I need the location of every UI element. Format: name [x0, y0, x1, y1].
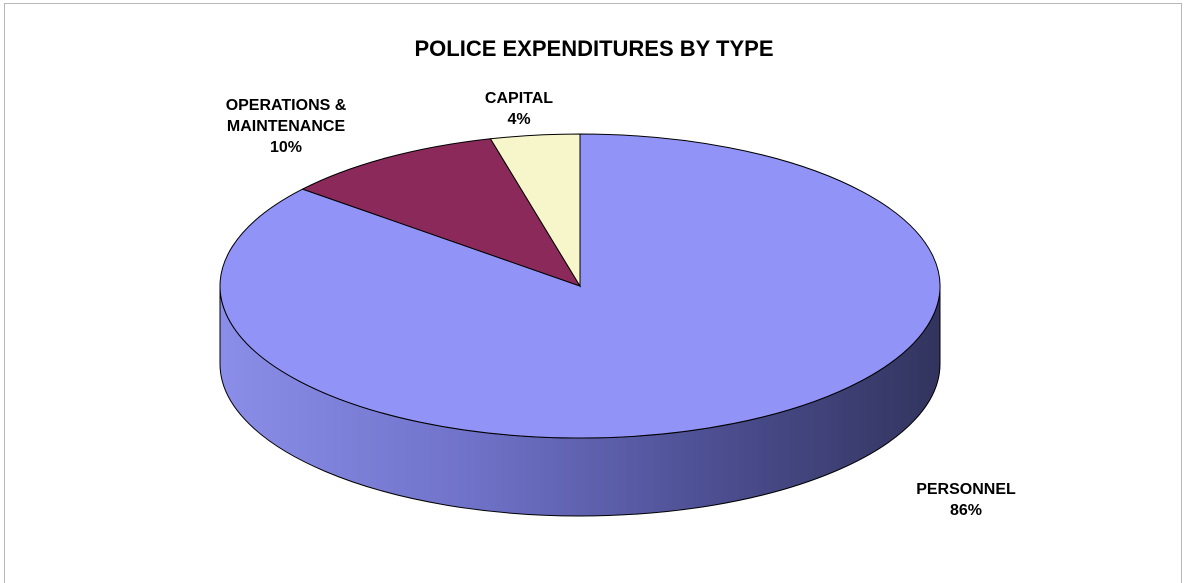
label-personnel: PERSONNEL 86%: [916, 481, 1016, 519]
chart-title: POLICE EXPENDITURES BY TYPE: [414, 36, 773, 61]
label-operations-maintenance: OPERATIONS & MAINTENANCE 10%: [226, 97, 347, 156]
pie-top-layer: [219, 133, 941, 439]
pie-label-layer: PERSONNEL 86% OPERATIONS & MAINTENANCE 10% CA…: [226, 90, 1016, 519]
label-capital: CAPITAL 4%: [485, 90, 553, 128]
slice-operations-maintenance: [301, 138, 582, 287]
slice-capital: [489, 133, 581, 288]
chart-frame: [4, 3, 1182, 583]
